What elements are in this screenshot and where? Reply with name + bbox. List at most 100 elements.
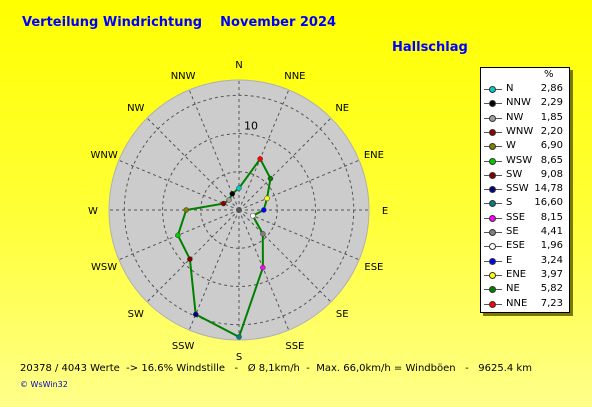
legend-value: 3,97 xyxy=(540,268,563,280)
legend-value: 1,96 xyxy=(540,240,563,252)
legend-value: 16,60 xyxy=(534,197,563,209)
legend-marker-icon xyxy=(489,186,496,194)
data-point-sw xyxy=(187,256,193,262)
legend-header: % xyxy=(544,69,554,80)
direction-label-se: SE xyxy=(336,309,349,320)
legend-value: 1,85 xyxy=(540,111,563,123)
data-point-nw xyxy=(226,197,232,203)
legend-name: SE xyxy=(506,226,519,237)
direction-label-ssw: SSW xyxy=(172,341,195,352)
direction-label-sw: SW xyxy=(128,309,144,320)
grid-spoke-nne xyxy=(238,89,290,211)
legend-row-wnw: WNW 2,20 xyxy=(481,125,569,140)
legend-row-ese: ESE 1,96 xyxy=(481,239,569,254)
legend-row-ne: NE 5,82 xyxy=(481,282,569,297)
legend-name: WNW xyxy=(506,125,534,137)
legend-row-wsw: WSW 8,65 xyxy=(481,154,569,169)
legend-marker-icon xyxy=(489,128,496,136)
footer-stats: 20378 / 4043 Werte -> 16.6% Windstille -… xyxy=(20,363,532,374)
legend-name: WSW xyxy=(506,154,533,166)
legend-value: 3,24 xyxy=(540,254,563,266)
legend-marker-icon xyxy=(489,300,496,308)
legend-value: 8,15 xyxy=(540,211,563,223)
data-point-e xyxy=(261,207,267,213)
data-point-nnw xyxy=(229,191,236,197)
data-point-n xyxy=(236,185,242,191)
grid-spoke-wsw xyxy=(118,209,240,261)
legend-name: SW xyxy=(506,168,523,180)
data-point-ne xyxy=(267,175,274,182)
legend-row-ene: ENE 3,97 xyxy=(481,268,569,283)
grid-ring xyxy=(162,133,316,287)
legend-name: NE xyxy=(506,283,520,295)
legend-row-s: S 16,60 xyxy=(481,196,569,211)
legend-marker-icon xyxy=(489,229,496,236)
legend-name: S xyxy=(506,197,513,209)
direction-label-nw: NW xyxy=(127,103,144,114)
legend-name: NNW xyxy=(506,97,531,109)
legend-marker-icon xyxy=(489,243,496,251)
station-name: Hallschlag xyxy=(392,40,468,55)
data-point-ese xyxy=(250,212,256,219)
legend-name: NW xyxy=(506,111,524,123)
data-point-w xyxy=(183,207,189,213)
legend-row-nw: NW 1,85 xyxy=(481,111,569,126)
direction-label-nne: NNE xyxy=(284,71,305,82)
data-point-wsw xyxy=(175,232,181,239)
data-point-ssw xyxy=(192,311,199,318)
legend-row-nne: NNE 7,23 xyxy=(481,297,569,312)
data-point-se xyxy=(260,231,266,237)
legend-name: W xyxy=(506,140,516,152)
direction-label-ne: NE xyxy=(335,103,349,114)
legend-name: N xyxy=(506,83,514,94)
direction-label-wnw: WNW xyxy=(90,150,117,161)
legend-name: NNE xyxy=(506,297,528,309)
grid-spoke-nw xyxy=(146,117,240,211)
legend-marker-icon xyxy=(489,257,496,265)
legend-value: 14,78 xyxy=(534,183,563,195)
data-point-sse xyxy=(260,264,266,271)
data-point-wnw xyxy=(220,200,227,207)
data-point-ene xyxy=(264,195,270,202)
legend-marker-icon xyxy=(489,271,496,279)
grid-spoke-sse xyxy=(238,209,290,331)
grid-spoke-sw xyxy=(146,209,240,303)
legend-name: ESE xyxy=(506,240,525,252)
legend-marker-icon xyxy=(489,114,496,122)
footer-credit: © WsWin32 xyxy=(20,380,68,389)
legend-marker-icon xyxy=(489,200,496,208)
legend-row-sw: SW 9,08 xyxy=(481,168,569,183)
legend-row-e: E 3,24 xyxy=(481,254,569,269)
legend-marker-icon xyxy=(489,143,496,151)
grid-spoke-nnw xyxy=(188,89,240,211)
direction-label-n: N xyxy=(235,60,242,71)
data-point-nne xyxy=(257,156,263,162)
direction-label-nnw: NNW xyxy=(171,71,196,82)
direction-label-ene: ENE xyxy=(364,150,384,161)
legend-value: 2,20 xyxy=(540,125,563,137)
direction-label-sse: SSE xyxy=(285,341,304,352)
legend-value: 7,23 xyxy=(540,297,563,309)
data-point-s xyxy=(236,334,242,340)
grid-spoke-ene xyxy=(238,159,360,211)
direction-label-e: E xyxy=(382,206,388,217)
legend-row-nnw: NNW 2,29 xyxy=(481,96,569,111)
legend-marker-icon xyxy=(489,171,496,179)
legend-value: 6,90 xyxy=(540,140,563,152)
legend-value: 8,65 xyxy=(540,154,563,166)
legend-row-sse: SSE 8,15 xyxy=(481,211,569,226)
grid-spoke-wnw xyxy=(118,159,240,211)
grid-spoke-ssw xyxy=(188,209,240,331)
direction-label-ese: ESE xyxy=(364,262,383,273)
legend-row-ssw: SSW 14,78 xyxy=(481,182,569,197)
legend-row-w: W 6,90 xyxy=(481,139,569,154)
legend-value: 2,29 xyxy=(540,97,563,109)
legend-value: 4,41 xyxy=(540,226,563,237)
legend-marker-icon xyxy=(489,157,496,165)
direction-label-s: S xyxy=(236,352,242,363)
chart-title: Verteilung Windrichtung November 2024 xyxy=(22,15,337,30)
legend-marker-icon xyxy=(489,286,496,294)
legend-value: 5,82 xyxy=(540,283,563,295)
grid-spoke-ne xyxy=(238,117,332,211)
